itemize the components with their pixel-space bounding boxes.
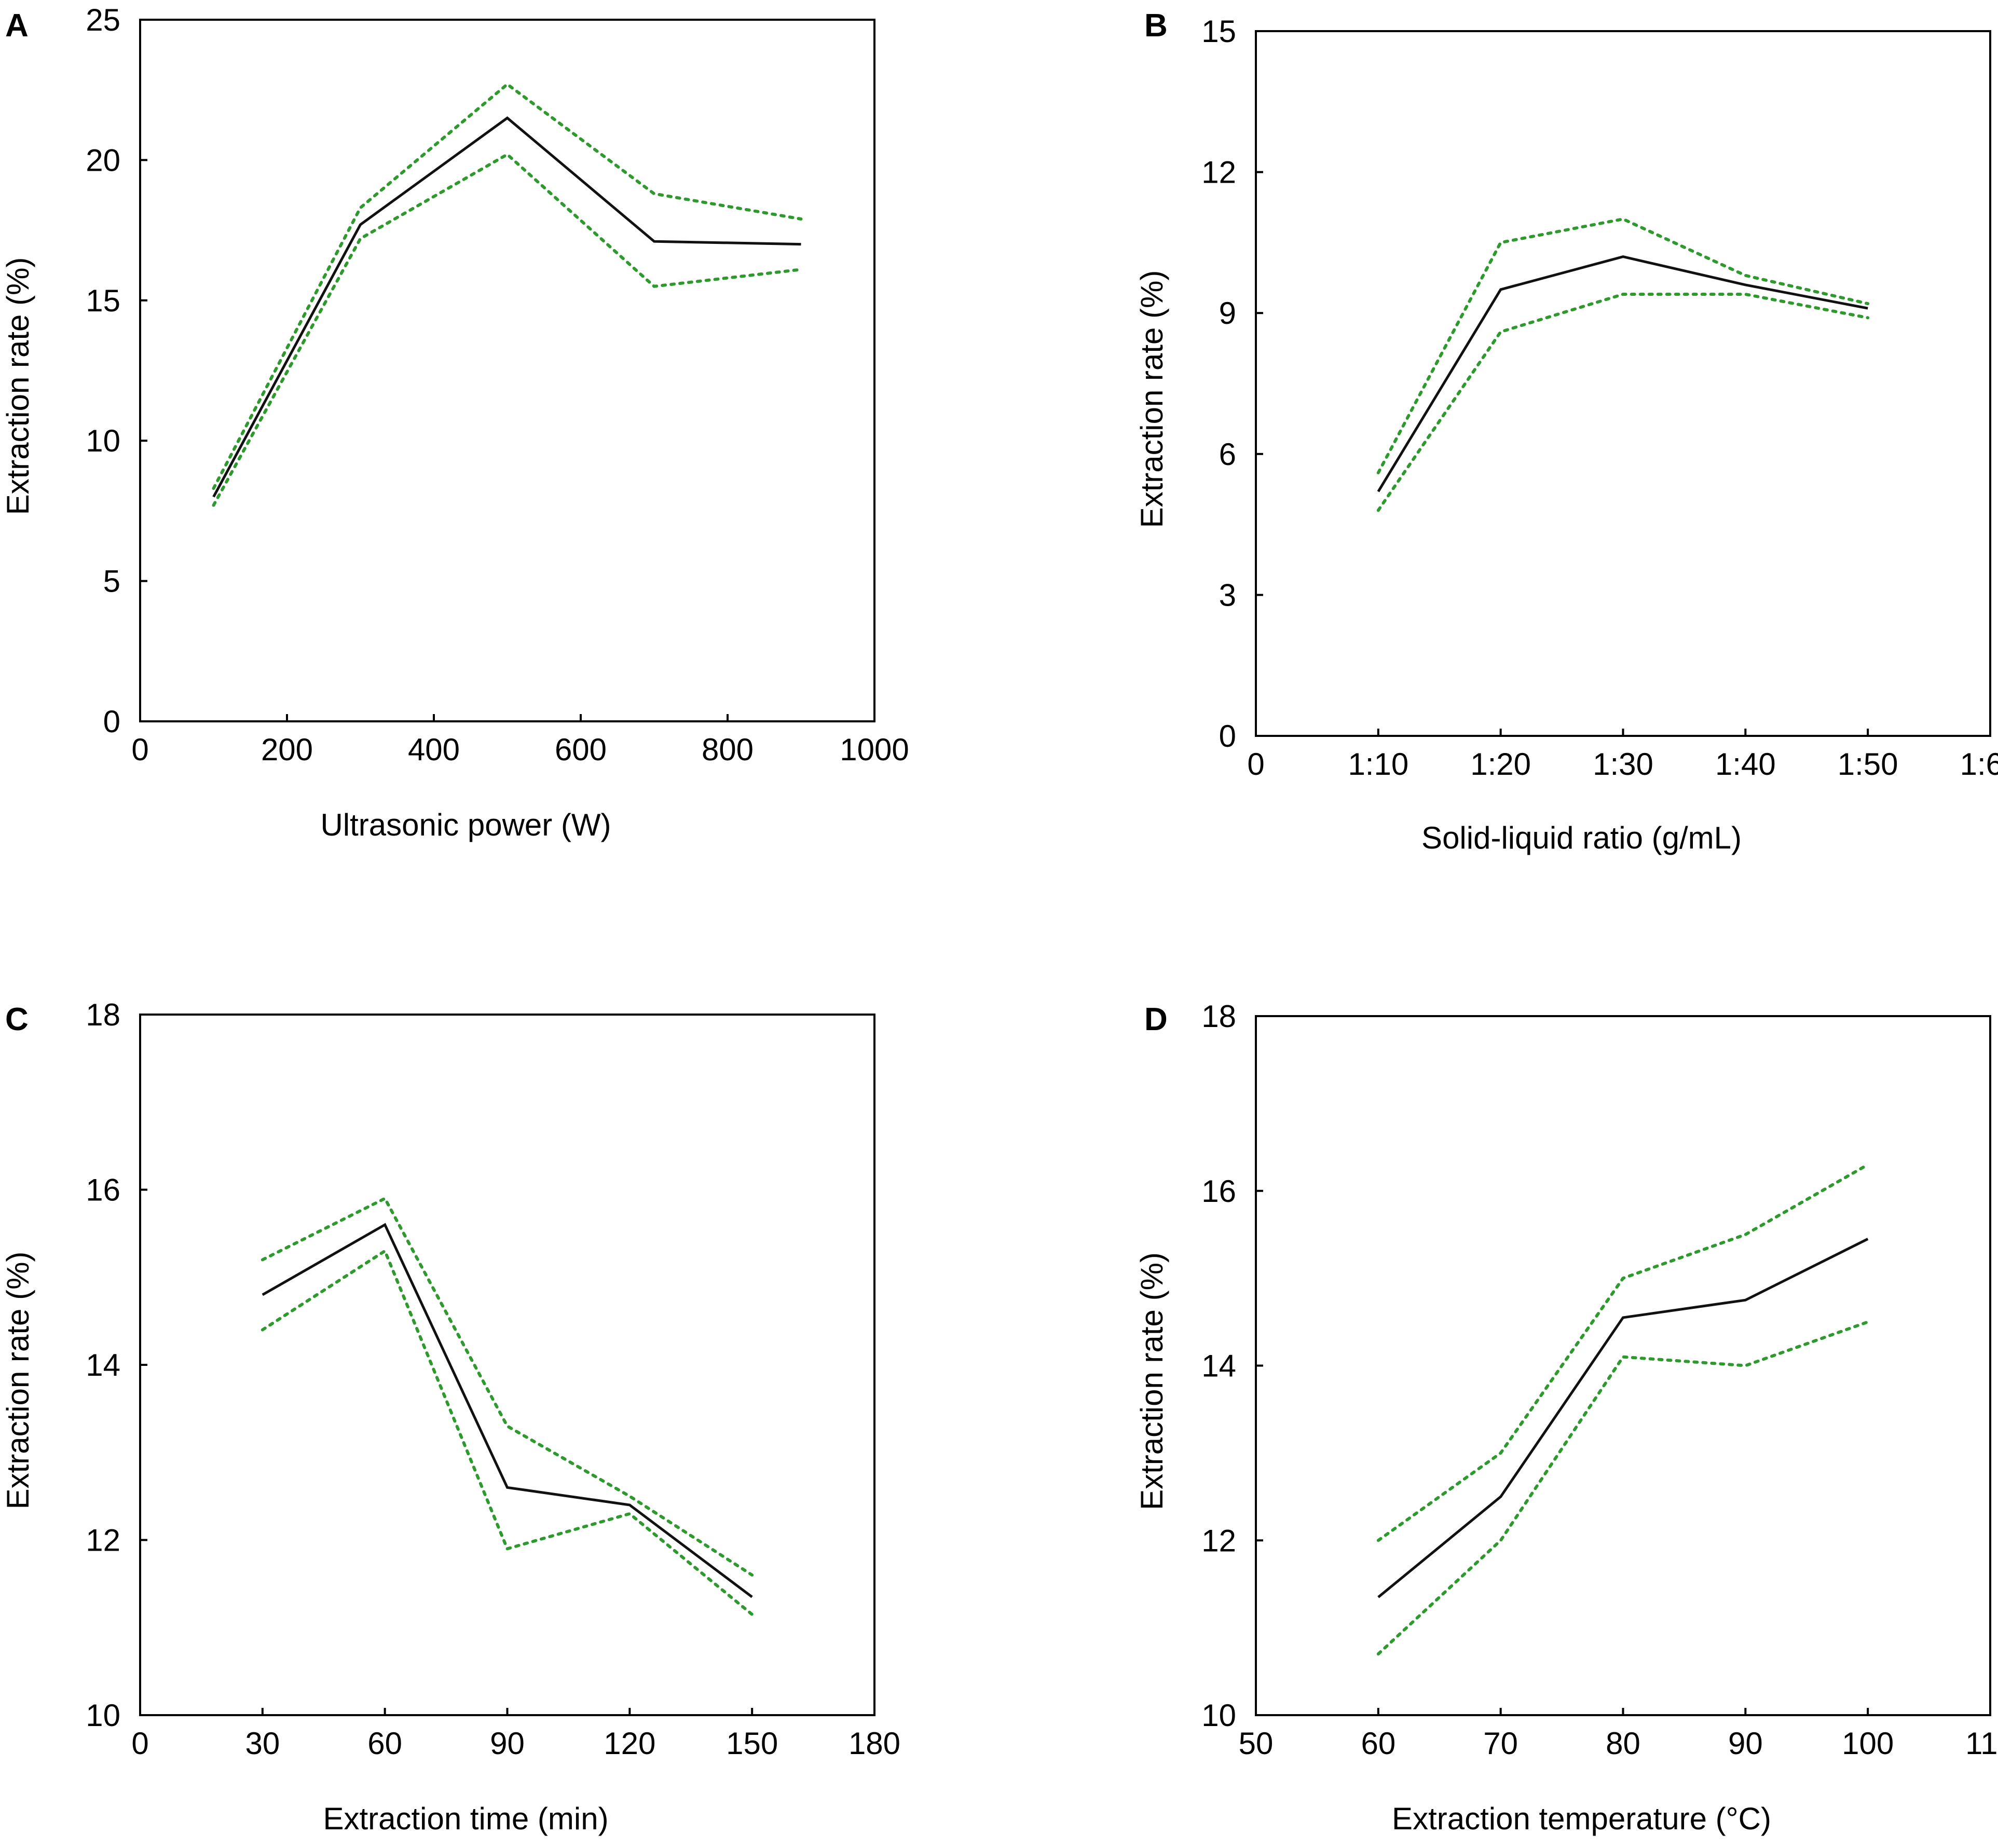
series-line-lower-bound bbox=[1376, 1320, 1870, 1656]
panel-letter: B bbox=[1144, 8, 1168, 44]
plot-frame bbox=[139, 19, 875, 722]
y-axis-title: Extraction rate (%) bbox=[1134, 270, 1169, 528]
panel-letter: C bbox=[5, 1002, 29, 1037]
x-tick-label: 1:50 bbox=[1838, 747, 1898, 782]
series-line-lower-bound bbox=[1376, 293, 1870, 512]
x-tick-label: 0 bbox=[131, 732, 148, 767]
x-tick-label: 1:40 bbox=[1715, 747, 1776, 782]
x-axis-title: Ultrasonic power (W) bbox=[320, 807, 611, 842]
x-tick-label: 80 bbox=[1606, 1726, 1640, 1761]
series-line-upper-bound bbox=[1376, 1163, 1870, 1542]
y-tick-label: 5 bbox=[103, 564, 120, 599]
x-tick-label: 1:20 bbox=[1470, 747, 1531, 782]
x-tick-label: 1:10 bbox=[1348, 747, 1408, 782]
y-axis-title: Extraction rate (%) bbox=[1, 1252, 35, 1510]
y-tick-label: 16 bbox=[1201, 1174, 1236, 1209]
y-tick-label: 16 bbox=[86, 1173, 120, 1208]
y-tick-label: 18 bbox=[1201, 999, 1236, 1034]
series-line-mean bbox=[1377, 1238, 1869, 1598]
x-tick-label: 60 bbox=[1361, 1726, 1395, 1761]
y-tick-label: 3 bbox=[1219, 578, 1236, 612]
x-tick-label: 1:30 bbox=[1593, 747, 1653, 782]
panel-a: A 0 200 400 600 800 1000 0 5 10 15 20 25 Ultrasonic p… bbox=[1, 3, 909, 842]
y-tick-label: 6 bbox=[1219, 437, 1236, 472]
x-tick-label: 90 bbox=[490, 1726, 525, 1761]
panel-letter: A bbox=[5, 8, 29, 44]
x-tick-label: 120 bbox=[604, 1726, 655, 1761]
y-tick-label: 18 bbox=[86, 997, 120, 1032]
x-axis-title: Solid-liquid ratio (g/mL) bbox=[1421, 820, 1742, 855]
panel-b: B 0 1:10 1:20 1:30 1:40 1:50 1:60 0 3 6 9 12 15 Solid-… bbox=[1134, 8, 1998, 855]
x-tick-label: 90 bbox=[1728, 1726, 1763, 1761]
x-tick-label: 50 bbox=[1239, 1726, 1274, 1761]
x-tick-label: 1:60 bbox=[1960, 747, 1998, 782]
y-axis-title: Extraction rate (%) bbox=[1134, 1252, 1169, 1510]
series-line-mean bbox=[1377, 255, 1868, 492]
y-tick-label: 15 bbox=[86, 283, 120, 318]
x-tick-label: 0 bbox=[131, 1726, 148, 1761]
y-tick-label: 10 bbox=[86, 1698, 120, 1733]
panel-letter: D bbox=[1144, 1002, 1168, 1037]
x-tick-label: 60 bbox=[367, 1726, 402, 1761]
x-tick-label: 400 bbox=[408, 732, 460, 767]
y-tick-label: 14 bbox=[86, 1348, 120, 1382]
y-tick-label: 15 bbox=[1201, 14, 1236, 49]
series-line-mean bbox=[262, 1223, 753, 1598]
y-tick-label: 12 bbox=[86, 1523, 120, 1558]
y-axis-title: Extraction rate (%) bbox=[1, 257, 35, 515]
series-line-lower-bound bbox=[261, 1249, 754, 1616]
x-tick-label: 100 bbox=[1842, 1726, 1894, 1761]
x-tick-label: 800 bbox=[702, 732, 754, 767]
y-tick-label: 25 bbox=[86, 3, 120, 37]
x-tick-label: 30 bbox=[245, 1726, 280, 1761]
panel-d: D 50 60 70 80 90 100 110 10 12 14 16 18 Extraction te… bbox=[1134, 999, 1998, 1836]
y-tick-label: 10 bbox=[86, 423, 120, 458]
x-tick-label: 180 bbox=[849, 1726, 900, 1761]
x-tick-label: 600 bbox=[555, 732, 607, 767]
panel-c: C 0 30 60 90 120 150 180 10 12 14 16 18 Extraction ti… bbox=[1, 997, 900, 1836]
y-tick-label: 20 bbox=[86, 143, 120, 177]
y-tick-label: 14 bbox=[1201, 1349, 1236, 1384]
y-tick-label: 0 bbox=[1219, 719, 1236, 754]
series-line-upper-bound bbox=[212, 82, 803, 490]
plot-frame bbox=[1255, 1015, 1991, 1716]
x-tick-label: 70 bbox=[1483, 1726, 1518, 1761]
y-tick-label: 0 bbox=[103, 704, 120, 739]
x-tick-label: 110 bbox=[1965, 1726, 1998, 1761]
series-line-lower-bound bbox=[212, 152, 803, 507]
y-tick-label: 10 bbox=[1201, 1698, 1236, 1733]
plot-frame bbox=[1255, 30, 1991, 737]
series-line-mean bbox=[212, 116, 801, 498]
y-tick-label: 12 bbox=[1201, 1523, 1236, 1558]
x-tick-label: 0 bbox=[1247, 747, 1264, 782]
series-line-upper-bound bbox=[261, 1196, 754, 1577]
x-axis-title: Extraction temperature (°C) bbox=[1392, 1801, 1771, 1836]
x-tick-label: 150 bbox=[726, 1726, 778, 1761]
x-tick-label: 200 bbox=[261, 732, 313, 767]
y-tick-label: 12 bbox=[1201, 155, 1236, 190]
x-axis-title: Extraction time (min) bbox=[323, 1801, 608, 1836]
x-tick-label: 1000 bbox=[840, 732, 909, 767]
plot-frame bbox=[139, 1014, 875, 1716]
y-tick-label: 9 bbox=[1219, 296, 1236, 331]
